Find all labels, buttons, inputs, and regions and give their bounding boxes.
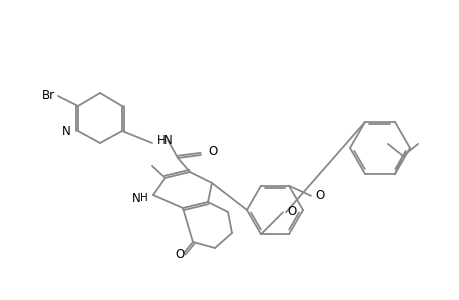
Text: N: N [164, 134, 173, 146]
Text: O: O [286, 205, 296, 218]
Text: O: O [314, 189, 324, 202]
Text: O: O [207, 145, 217, 158]
Text: Br: Br [42, 88, 55, 101]
Text: H: H [140, 193, 148, 203]
Text: N: N [132, 191, 141, 205]
Text: N: N [62, 124, 71, 137]
Text: O: O [175, 248, 184, 262]
Text: H: H [157, 134, 165, 146]
